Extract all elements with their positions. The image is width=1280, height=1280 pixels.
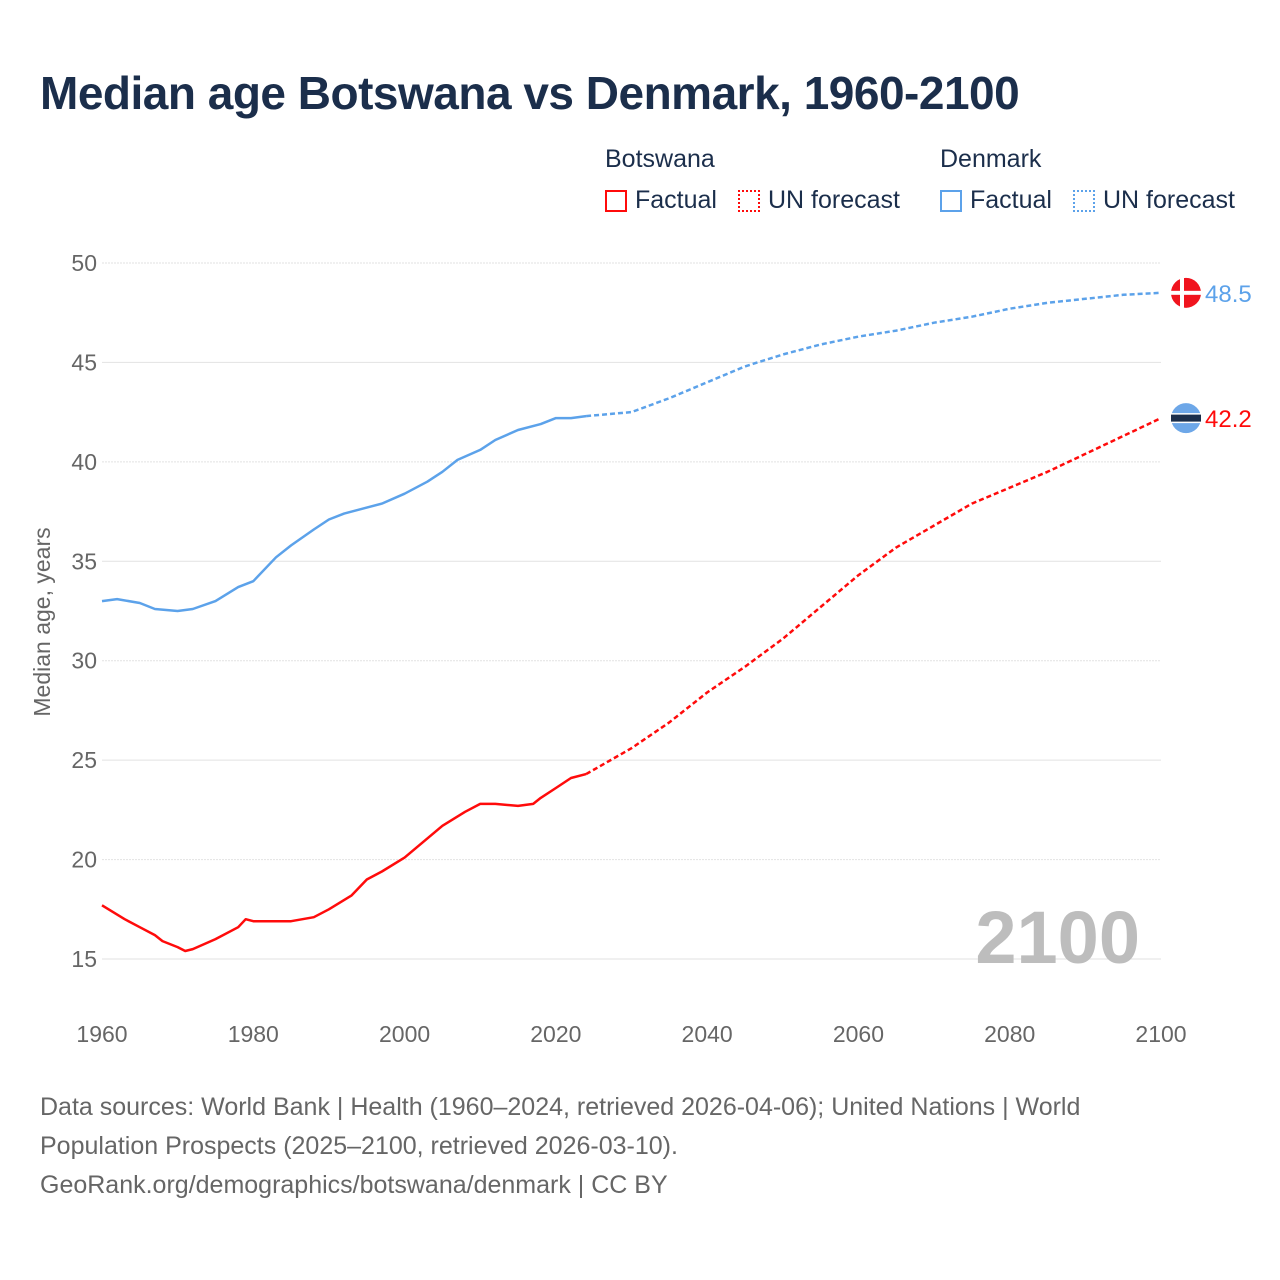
y-tick-label: 45	[71, 349, 97, 375]
legend-botswana-factual[interactable]: Factual	[605, 186, 717, 215]
y-tick-label: 30	[71, 648, 97, 674]
year-watermark: 2100	[975, 896, 1140, 979]
y-tick-label: 20	[71, 847, 97, 873]
y-axis-label: Median age, years	[29, 527, 55, 716]
legend-denmark-forecast[interactable]: UN forecast	[1073, 186, 1235, 215]
legend-swatch	[940, 189, 962, 212]
legend-denmark-factual[interactable]: Factual	[940, 186, 1052, 215]
x-tick-label: 2000	[379, 1021, 430, 1047]
x-tick-label: 2040	[682, 1021, 733, 1047]
source-line: Data sources: World Bank | Health (1960–…	[40, 1093, 1081, 1121]
end-label-botswana: 42.2	[1205, 406, 1252, 433]
source-note: Data sources: World Bank | Health (1960–…	[40, 1088, 1240, 1205]
series-line-denmark-forecast	[585, 291, 1162, 418]
flag-cross	[1171, 290, 1201, 295]
legend-group-botswana: Botswana	[605, 145, 715, 173]
legend-group-denmark: Denmark	[940, 145, 1042, 173]
series-line-botswana-forecast	[585, 416, 1162, 776]
legend-label: Factual	[970, 186, 1052, 214]
x-tick-label: 2060	[833, 1021, 884, 1047]
y-tick-label: 25	[71, 747, 97, 773]
chart-title: Median age Botswana vs Denmark, 1960-210…	[40, 67, 1020, 119]
source-link[interactable]: GeoRank.org/demographics/botswana/denmar…	[40, 1171, 668, 1199]
legend-swatch	[738, 189, 760, 212]
legend-label: UN forecast	[1103, 186, 1235, 214]
legend-swatch	[1073, 189, 1095, 212]
y-tick-label: 50	[71, 250, 97, 276]
plot-area: 15 20 25 30 35 40 45 50 1960 1980 2000 2020 2040 2060…	[29, 250, 1252, 1047]
legend-label: UN forecast	[768, 186, 900, 214]
x-tick-label: 2020	[530, 1021, 581, 1047]
end-label-denmark: 48.5	[1205, 281, 1252, 308]
x-tick-label: 2080	[984, 1021, 1035, 1047]
legend-swatch	[605, 189, 627, 212]
source-line: Population Prospects (2025–2100, retriev…	[40, 1132, 678, 1160]
y-tick-label: 40	[71, 449, 97, 475]
series-line-botswana-factual	[101, 772, 587, 953]
y-tick-label: 35	[71, 548, 97, 574]
legend-label: Factual	[635, 186, 717, 214]
legend-botswana-forecast[interactable]: UN forecast	[738, 186, 900, 215]
x-tick-label: 1960	[76, 1021, 127, 1047]
series-line-denmark-factual	[101, 414, 587, 613]
flag-stripe	[1171, 414, 1201, 422]
botswana-flag-icon	[1171, 403, 1201, 434]
denmark-flag-icon	[1171, 277, 1201, 308]
y-tick-label: 15	[71, 946, 97, 972]
x-tick-label: 1980	[228, 1021, 279, 1047]
x-tick-label: 2100	[1135, 1021, 1186, 1047]
